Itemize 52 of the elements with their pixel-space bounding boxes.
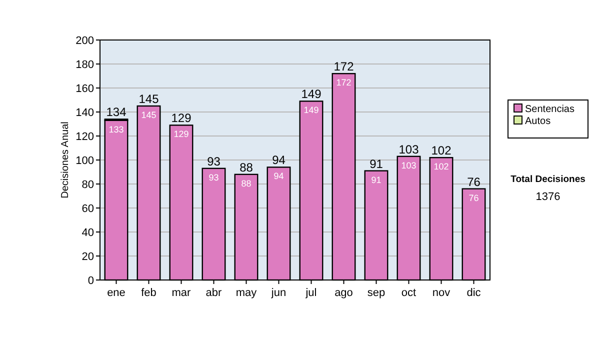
data-label: 172: [336, 78, 352, 88]
total-label: 145: [138, 92, 160, 106]
data-label: 88: [241, 178, 252, 188]
total-label: 103: [398, 142, 420, 156]
data-label: 93: [208, 172, 219, 182]
y-tick-label: 100: [76, 155, 94, 167]
x-tick-label: jul: [304, 287, 317, 299]
x-tick-label: ene: [107, 287, 126, 299]
total-label: 93: [207, 154, 221, 168]
y-tick-label: 180: [76, 59, 94, 71]
total-label: 129: [171, 111, 192, 126]
x-tick-label: may: [236, 287, 258, 299]
data-label: 102: [434, 162, 449, 172]
y-tick-label: 60: [82, 203, 94, 215]
y-tick-label: 0: [88, 275, 94, 287]
total-label: 88: [240, 160, 254, 174]
data-label: 91: [371, 174, 382, 185]
y-axis-title: Decisiones Anual: [60, 122, 71, 198]
total-label: 102: [431, 144, 452, 158]
data-label: 129: [174, 129, 189, 140]
y-tick-label: 200: [76, 35, 94, 47]
y-tick-label: 80: [82, 179, 94, 191]
legend-label: Sentencias: [525, 104, 574, 115]
x-tick-label: jun: [270, 287, 286, 299]
x-tick-label: nov: [432, 287, 451, 299]
data-label: 149: [304, 105, 319, 116]
x-tick-label: feb: [141, 287, 156, 299]
x-tick-label: abr: [206, 287, 222, 299]
data-label: 145: [141, 110, 156, 120]
data-label: 76: [468, 192, 479, 203]
legend-label: Autos: [525, 116, 551, 127]
data-label: 103: [401, 160, 416, 170]
data-label: 94: [274, 171, 284, 182]
x-tick-label: ago: [334, 287, 353, 299]
x-tick-label: dic: [466, 287, 482, 299]
total-label: 134: [106, 105, 127, 120]
y-tick-label: 120: [76, 131, 94, 143]
x-tick-label: oct: [401, 287, 416, 299]
total-label: 91: [370, 156, 384, 171]
x-tick-label: mar: [172, 287, 192, 299]
y-tick-label: 160: [76, 83, 94, 95]
y-tick-label: 140: [76, 107, 94, 119]
total-label: 94: [272, 153, 286, 168]
x-tick-label: sep: [367, 287, 386, 299]
y-tick-label: 40: [82, 227, 94, 239]
y-tick-label: 20: [82, 251, 94, 263]
total-label: 172: [334, 60, 354, 74]
text: Total Decisiones: [510, 174, 586, 185]
total-label: 149: [301, 87, 322, 102]
total-label: 76: [467, 174, 481, 189]
text: 1376: [536, 191, 560, 203]
data-label: 133: [108, 124, 124, 134]
